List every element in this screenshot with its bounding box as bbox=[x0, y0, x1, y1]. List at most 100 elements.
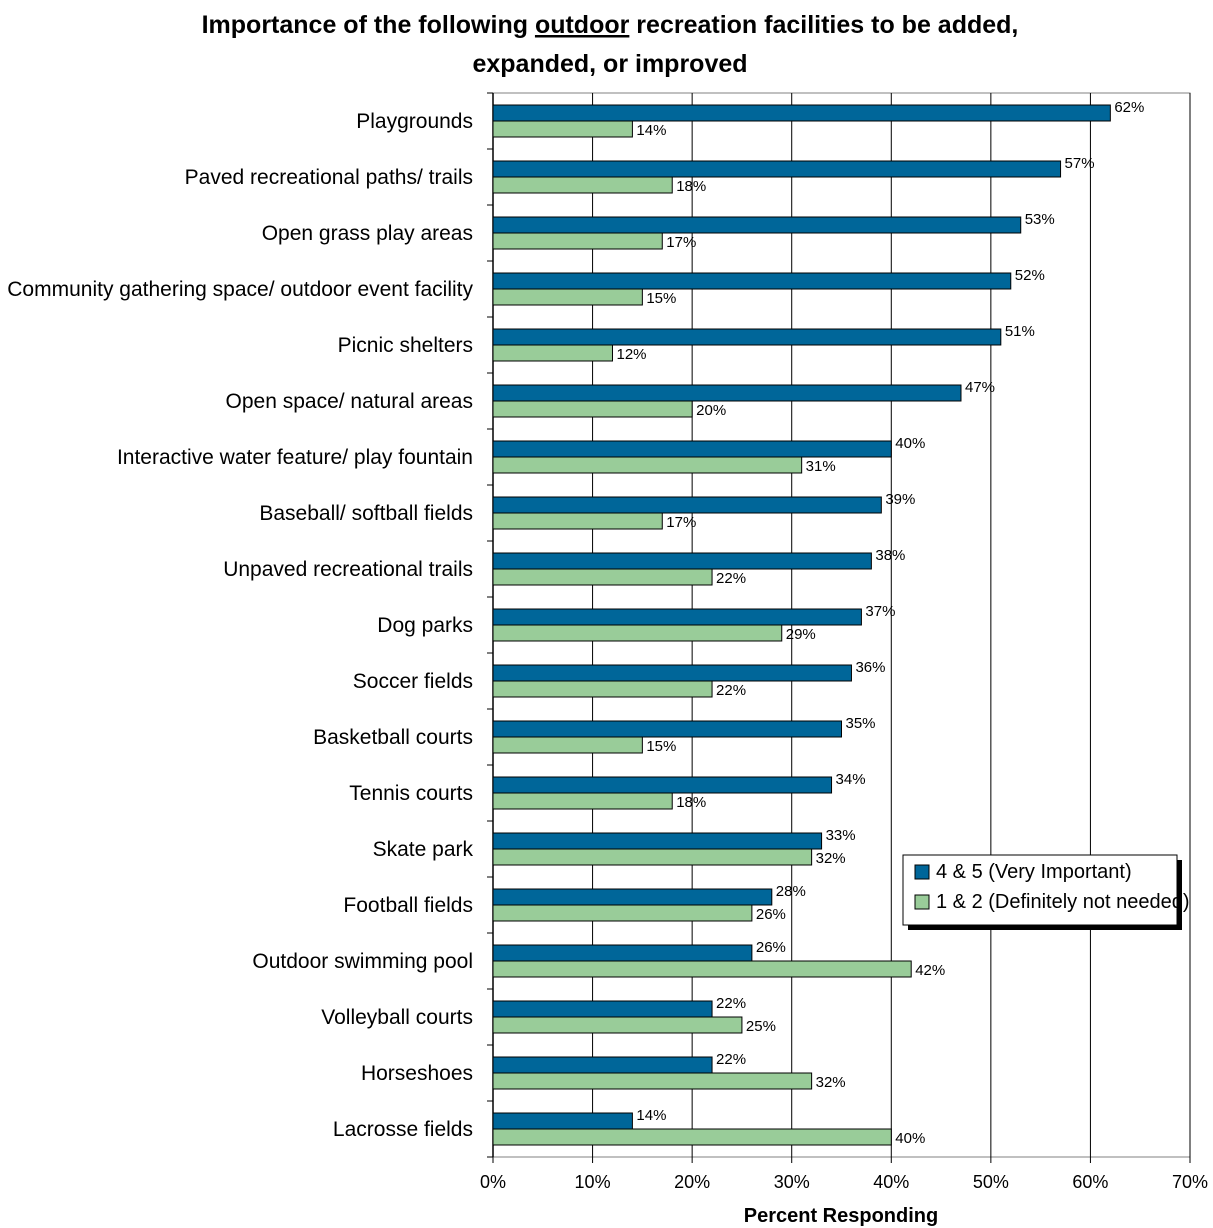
x-tick-label: 20% bbox=[674, 1172, 710, 1192]
data-label: 36% bbox=[855, 659, 885, 676]
data-label: 31% bbox=[806, 458, 836, 475]
category-label: Basketball courts bbox=[313, 726, 473, 749]
bar-very-important bbox=[492, 384, 962, 402]
bar-very-important bbox=[492, 776, 833, 794]
x-tick-label: 40% bbox=[873, 1172, 909, 1192]
data-label: 17% bbox=[666, 514, 696, 531]
data-label: 32% bbox=[816, 850, 846, 867]
bar-very-important bbox=[492, 1056, 713, 1074]
bar-not-needed bbox=[492, 960, 912, 978]
bar-not-needed bbox=[492, 792, 673, 810]
data-label: 15% bbox=[646, 738, 676, 755]
bar-not-needed bbox=[492, 904, 753, 922]
chart-title-line2: expanded, or improved bbox=[472, 50, 747, 78]
data-label: 14% bbox=[636, 122, 666, 139]
category-label: Baseball/ softball fields bbox=[259, 502, 473, 525]
data-label: 33% bbox=[826, 827, 856, 844]
category-label: Horseshoes bbox=[361, 1062, 473, 1085]
data-label: 22% bbox=[716, 682, 746, 699]
data-label: 28% bbox=[776, 883, 806, 900]
data-label: 15% bbox=[646, 290, 676, 307]
data-label: 34% bbox=[836, 771, 866, 788]
bar-very-important bbox=[492, 1000, 713, 1018]
bar-very-important bbox=[492, 440, 892, 458]
x-tick-label: 10% bbox=[575, 1172, 611, 1192]
bar-very-important bbox=[492, 888, 773, 906]
bar-not-needed bbox=[492, 120, 633, 138]
data-label: 20% bbox=[696, 402, 726, 419]
data-label: 51% bbox=[1005, 323, 1035, 340]
category-label: Outdoor swimming pool bbox=[252, 950, 473, 973]
category-label: Dog parks bbox=[377, 614, 473, 637]
bar-very-important bbox=[492, 832, 823, 850]
bar-not-needed bbox=[492, 1072, 813, 1090]
data-label: 62% bbox=[1114, 99, 1144, 116]
bar-not-needed bbox=[492, 624, 783, 642]
bar-not-needed bbox=[492, 512, 663, 530]
data-label: 40% bbox=[895, 435, 925, 452]
data-label: 18% bbox=[676, 794, 706, 811]
bar-not-needed bbox=[492, 1128, 892, 1146]
category-label: Football fields bbox=[343, 894, 473, 917]
data-label: 52% bbox=[1015, 267, 1045, 284]
bar-not-needed bbox=[492, 680, 713, 698]
category-label: Interactive water feature/ play fountain bbox=[117, 446, 473, 469]
legend-swatch bbox=[914, 864, 930, 880]
category-label: Playgrounds bbox=[356, 110, 473, 133]
category-label: Volleyball courts bbox=[321, 1006, 473, 1029]
category-label: Open space/ natural areas bbox=[226, 390, 474, 413]
data-label: 25% bbox=[746, 1018, 776, 1035]
bar-very-important bbox=[492, 272, 1012, 290]
data-label: 29% bbox=[786, 626, 816, 643]
x-axis-label: Percent Responding bbox=[744, 1205, 938, 1227]
x-tick-label: 0% bbox=[480, 1172, 506, 1192]
data-label: 12% bbox=[616, 346, 646, 363]
category-label: Unpaved recreational trails bbox=[223, 558, 473, 581]
bar-not-needed bbox=[492, 456, 803, 474]
data-label: 14% bbox=[636, 1107, 666, 1124]
bar-very-important bbox=[492, 720, 842, 738]
category-label: Tennis courts bbox=[349, 782, 473, 805]
bar-very-important bbox=[492, 216, 1022, 234]
x-tick-label: 60% bbox=[1072, 1172, 1108, 1192]
category-label: Picnic shelters bbox=[338, 334, 473, 357]
chart-title-line1: Importance of the following outdoor recr… bbox=[202, 11, 1019, 39]
bar-not-needed bbox=[492, 1016, 743, 1034]
data-label: 38% bbox=[875, 547, 905, 564]
data-label: 18% bbox=[676, 178, 706, 195]
data-label: 42% bbox=[915, 962, 945, 979]
bar-very-important bbox=[492, 552, 872, 570]
legend-entry: 1 & 2 (Definitely not needed) bbox=[936, 891, 1190, 913]
legend-entry: 4 & 5 (Very Important) bbox=[936, 861, 1132, 883]
data-label: 17% bbox=[666, 234, 696, 251]
category-label: Community gathering space/ outdoor event… bbox=[7, 278, 473, 301]
data-label: 47% bbox=[965, 379, 995, 396]
bar-not-needed bbox=[492, 400, 693, 418]
bar-very-important bbox=[492, 608, 862, 626]
bar-very-important bbox=[492, 1112, 633, 1130]
legend: 4 & 5 (Very Important) 1 & 2 (Definitely … bbox=[902, 854, 1190, 930]
data-label: 26% bbox=[756, 906, 786, 923]
x-tick-label: 50% bbox=[973, 1172, 1009, 1192]
bar-not-needed bbox=[492, 288, 643, 306]
data-label: 22% bbox=[716, 995, 746, 1012]
data-label: 37% bbox=[865, 603, 895, 620]
bar-very-important bbox=[492, 104, 1111, 122]
bar-not-needed bbox=[492, 568, 713, 586]
data-label: 39% bbox=[885, 491, 915, 508]
x-tick-label: 70% bbox=[1172, 1172, 1208, 1192]
category-label: Lacrosse fields bbox=[333, 1118, 473, 1141]
bar-not-needed bbox=[492, 176, 673, 194]
category-label: Skate park bbox=[373, 838, 474, 861]
bar-not-needed bbox=[492, 736, 643, 754]
bar-very-important bbox=[492, 160, 1062, 178]
category-label: Soccer fields bbox=[353, 670, 473, 693]
data-label: 22% bbox=[716, 1051, 746, 1068]
data-label: 35% bbox=[846, 715, 876, 732]
x-tick-label: 30% bbox=[774, 1172, 810, 1192]
bar-not-needed bbox=[492, 344, 613, 362]
data-label: 22% bbox=[716, 570, 746, 587]
plot-area: 0% 10% 20% 30% 40% 50% 60% 70% Playgrounds 62% 14%… bbox=[7, 92, 1208, 1192]
bar-not-needed bbox=[492, 232, 663, 250]
